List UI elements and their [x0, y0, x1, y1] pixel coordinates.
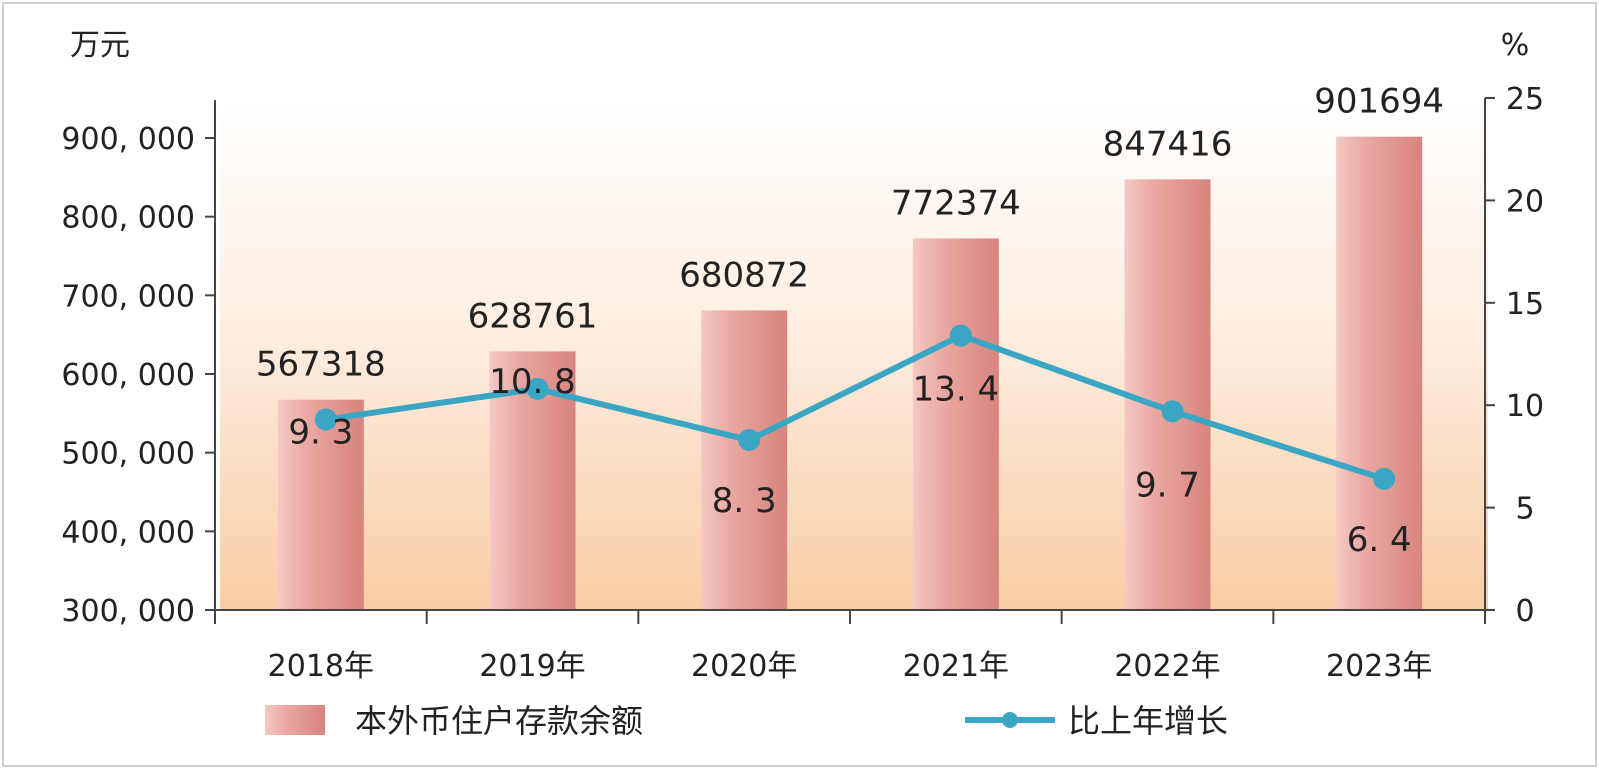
bar-4 — [912, 238, 999, 611]
right-tick-label-6: 25 — [1506, 82, 1544, 117]
line-value-label-1: 9. 3 — [288, 413, 353, 453]
line-point-4 — [949, 324, 972, 347]
line-value-label-5: 9. 7 — [1135, 465, 1200, 505]
axes: 300, 000 400, 000 500, 000 600, 000 700, 000… — [61, 82, 1544, 684]
x-tick-label-2: 2019年 — [479, 649, 585, 684]
x-tick-label-3: 2020年 — [691, 649, 797, 684]
line-point-2 — [526, 377, 549, 400]
legend-bar-swatch — [265, 705, 325, 735]
bar-series — [277, 136, 1423, 611]
data-labels: 567318 628761 680872 772374 847416 901694 9. 3… — [256, 82, 1444, 560]
line-value-label-4: 13. 4 — [913, 370, 1000, 410]
bar-value-label-6: 901694 — [1314, 82, 1444, 122]
line-value-label-3: 8. 3 — [712, 481, 777, 521]
line-point-5 — [1161, 400, 1184, 423]
right-tick-label-2: 5 — [1515, 492, 1534, 527]
right-axis-unit: % — [1501, 28, 1530, 63]
bar-3 — [701, 310, 788, 610]
legend-bar-label: 本外币住户存款余额 — [355, 702, 643, 740]
left-tick-label-5: 700, 000 — [61, 279, 195, 314]
left-axis-unit: 万元 — [70, 28, 130, 63]
line-series — [314, 324, 1396, 490]
legend-line-marker — [1002, 712, 1018, 728]
legend-line-label: 比上年增长 — [1068, 702, 1228, 740]
right-tick-label-3: 10 — [1506, 389, 1544, 424]
bar-value-label-3: 680872 — [679, 255, 809, 295]
left-tick-label-7: 900, 000 — [61, 122, 195, 157]
left-tick-label-4: 600, 000 — [61, 358, 195, 393]
left-tick-label-2: 400, 000 — [61, 515, 195, 550]
bar-6 — [1336, 136, 1423, 610]
bar-value-label-1: 567318 — [256, 345, 386, 385]
bar-5 — [1124, 179, 1211, 610]
growth-line — [325, 332, 1386, 482]
left-tick-label-1: 300, 000 — [61, 594, 195, 629]
line-point-6 — [1373, 467, 1396, 490]
bar-1 — [277, 399, 364, 610]
line-value-label-6: 6. 4 — [1347, 520, 1412, 560]
right-tick-label-4: 15 — [1506, 287, 1544, 322]
line-value-label-2: 10. 8 — [489, 362, 576, 402]
bar-value-label-4: 772374 — [891, 183, 1021, 223]
right-tick-label-5: 20 — [1506, 184, 1544, 219]
legend: 本外币住户存款余额 比上年增长 — [265, 702, 1228, 740]
bar-value-label-5: 847416 — [1103, 124, 1233, 164]
x-tick-label-6: 2023年 — [1326, 649, 1432, 684]
x-tick-label-1: 2018年 — [268, 649, 374, 684]
left-tick-label-3: 500, 000 — [61, 437, 195, 472]
line-point-1 — [314, 408, 337, 431]
plot-background — [220, 95, 1488, 610]
line-point-3 — [738, 429, 761, 452]
left-tick-label-6: 800, 000 — [61, 201, 195, 236]
right-tick-label-1: 0 — [1515, 594, 1534, 629]
bar-value-label-2: 628761 — [468, 296, 598, 336]
x-tick-label-5: 2022年 — [1114, 649, 1220, 684]
x-tick-label-4: 2021年 — [903, 649, 1009, 684]
